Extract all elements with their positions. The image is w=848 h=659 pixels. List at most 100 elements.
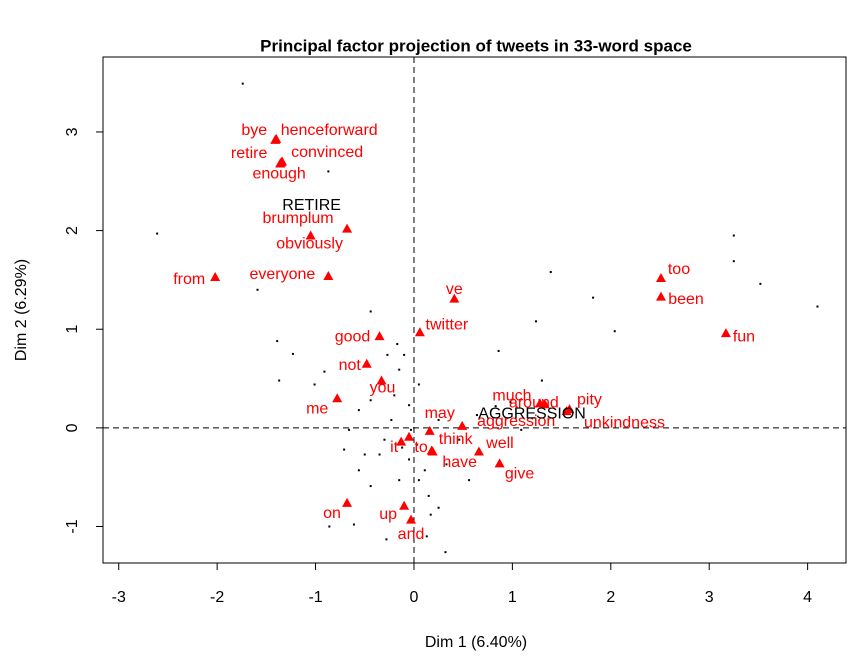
word-label: too (668, 261, 690, 278)
word-point (494, 458, 505, 468)
word-point (399, 500, 410, 510)
word-point (275, 158, 286, 168)
individual-point (363, 453, 366, 456)
individual-point (313, 383, 316, 386)
word-label: it (390, 439, 399, 456)
x-tick-label: 0 (410, 589, 419, 606)
word-label: to (414, 439, 427, 456)
individual-point (401, 446, 404, 449)
individual-point (385, 538, 388, 541)
individual-point (241, 82, 244, 85)
x-tick-label: 2 (606, 589, 615, 606)
word-label: fun (733, 328, 755, 345)
y-tick-label: 3 (64, 127, 81, 136)
individual-point (445, 463, 448, 466)
y-axis-label: Dim 2 (6.29%) (13, 259, 30, 361)
individual-point (343, 448, 346, 451)
word-label: retire (231, 145, 268, 162)
individual-point (732, 234, 735, 237)
individual-point (444, 551, 447, 554)
individual-point (437, 418, 440, 421)
word-label: and (398, 526, 425, 543)
individual-point (613, 330, 616, 333)
individual-point (369, 399, 372, 402)
individual-point (383, 438, 386, 441)
y-tick-label: -1 (64, 519, 81, 533)
individual-point (278, 379, 281, 382)
individual-point (323, 370, 326, 373)
individual-point (291, 352, 294, 355)
individual-point (429, 513, 432, 516)
word-label: think (439, 431, 474, 448)
individual-point (369, 485, 372, 488)
word-label: have (442, 454, 477, 471)
word-point (561, 406, 572, 416)
individual-point (494, 405, 497, 408)
individual-point (378, 453, 381, 456)
individual-point (328, 525, 331, 528)
word-point (305, 230, 316, 240)
word-point (539, 399, 550, 409)
individual-point (417, 479, 420, 482)
word-label: enough (252, 166, 305, 183)
word-label: bye (241, 122, 267, 139)
word-label: ve (446, 281, 463, 298)
x-tick-label: 1 (508, 589, 517, 606)
x-axis-label: Dim 1 (6.40%) (425, 634, 527, 651)
word-point (361, 358, 372, 368)
word-point (210, 271, 221, 281)
word-point (342, 223, 353, 233)
individual-point (396, 343, 399, 346)
individual-point (386, 353, 389, 356)
word-point (406, 514, 417, 524)
individual-point (816, 305, 819, 308)
individual-point (256, 288, 259, 291)
individual-point (369, 310, 372, 313)
x-tick-label: -3 (112, 589, 126, 606)
word-label: aggression (477, 413, 555, 430)
word-point (271, 133, 282, 143)
individual-point (408, 458, 411, 461)
individual-point (357, 469, 360, 472)
individual-point (417, 383, 420, 386)
individual-point (475, 414, 478, 417)
supplementary-label: RETIRE (282, 197, 341, 214)
individual-point (458, 438, 461, 441)
individual-point (423, 469, 426, 472)
word-label: around (509, 394, 559, 411)
individual-point (509, 401, 512, 404)
word-point (655, 291, 666, 301)
word-label: twitter (426, 316, 469, 333)
word-label: good (335, 328, 371, 345)
individual-point (408, 404, 411, 407)
individual-point (403, 353, 406, 356)
word-point (332, 393, 343, 403)
individual-point (497, 349, 500, 352)
individual-point (520, 428, 523, 431)
word-label: on (323, 505, 341, 522)
supplementary-label: AGGRESSION (478, 405, 586, 422)
word-point (720, 328, 731, 338)
individual-point (393, 394, 396, 397)
word-point (424, 425, 435, 435)
individual-point (327, 170, 330, 173)
individual-point (348, 428, 351, 431)
word-label: much (492, 387, 531, 404)
x-tick-label: 4 (803, 589, 812, 606)
word-point (376, 375, 387, 385)
word-point (473, 446, 484, 456)
y-tick-label: 0 (64, 423, 81, 432)
individual-point (352, 523, 355, 526)
word-point (427, 446, 438, 456)
individual-point (732, 260, 735, 263)
individual-point (592, 296, 595, 299)
individual-point (398, 479, 401, 482)
word-label: everyone (249, 266, 315, 283)
word-point (414, 327, 425, 337)
word-label: from (173, 271, 205, 288)
x-tick-label: -2 (210, 589, 224, 606)
word-point (396, 436, 407, 446)
individual-point (415, 443, 418, 446)
x-tick-label: -1 (308, 589, 322, 606)
